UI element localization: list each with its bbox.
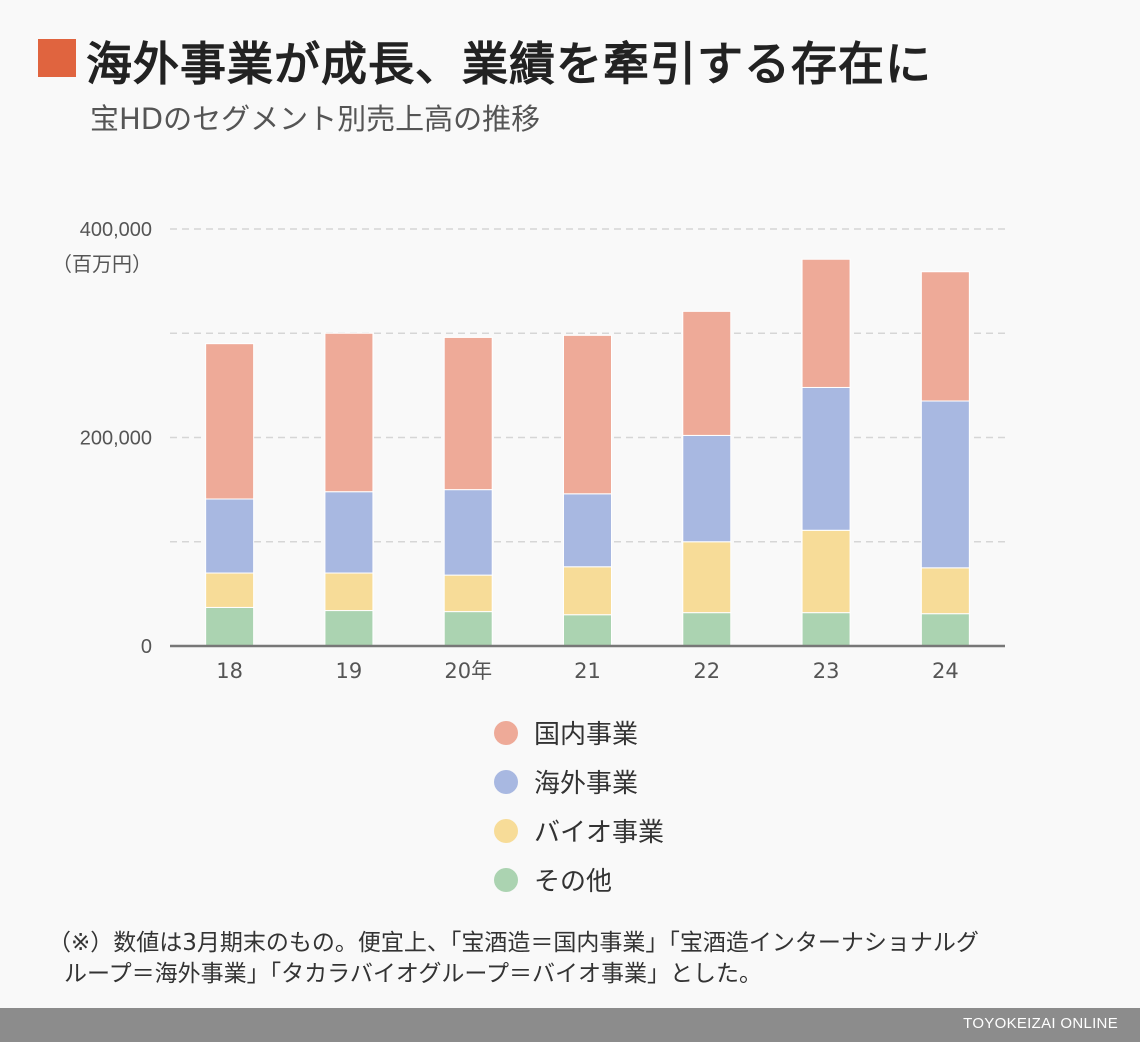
bar-segment xyxy=(443,489,493,576)
legend-label: 海外事業 xyxy=(534,769,639,799)
bar-segment xyxy=(205,606,255,647)
footer-brand: TOYOKEIZAI ONLINE xyxy=(963,1015,1118,1032)
footnote-line-1: （※）数値は3月期末のもの。便宜上、「宝酒造＝国内事業」「宝酒造インターナショナ… xyxy=(48,930,979,956)
x-tick-label: 24 xyxy=(932,659,959,683)
legend-label: 国内事業 xyxy=(534,720,639,750)
bar-segment xyxy=(801,386,851,531)
bar-segment xyxy=(324,610,374,647)
bars xyxy=(205,258,970,647)
legend-label: その他 xyxy=(534,867,613,897)
bar-segment xyxy=(682,612,732,647)
x-tick-label: 18 xyxy=(216,659,243,683)
chart-subtitle: 宝HDのセグメント別売上高の推移 xyxy=(90,102,541,136)
bar-segment xyxy=(563,614,612,647)
y-tick-labels: 0 200,000 400,000 xyxy=(80,219,152,658)
bar-segment xyxy=(920,271,970,402)
bar-segment xyxy=(324,491,374,574)
x-tick-label: 22 xyxy=(693,659,720,683)
bar-segment xyxy=(801,529,851,614)
bar-segment xyxy=(920,613,970,647)
bar-segment xyxy=(205,498,255,574)
title-marker xyxy=(38,39,76,77)
bar-segment xyxy=(443,574,493,613)
y-tick-label: 200,000 xyxy=(80,428,152,450)
stacked-bar-chart: 0 200,000 400,000 （百万円） 18 19 20年 21 22 23 24 xyxy=(52,219,1005,683)
bar-segment xyxy=(205,572,255,608)
footnote: （※）数値は3月期末のもの。便宜上、「宝酒造＝国内事業」「宝酒造インターナショナ… xyxy=(48,928,1108,990)
x-tick-labels: 18 19 20年 21 22 23 24 xyxy=(216,659,958,683)
x-tick-label: 20年 xyxy=(444,659,492,683)
bar-segment xyxy=(443,336,493,491)
legend-swatch-overseas xyxy=(494,770,518,794)
legend-label: バイオ事業 xyxy=(534,818,665,848)
legend-swatch-domestic xyxy=(494,721,518,745)
bar-segment xyxy=(920,567,970,615)
y-tick-label: 0 xyxy=(141,636,152,658)
bar-segment xyxy=(801,612,851,647)
x-tick-label: 19 xyxy=(336,659,363,683)
bar-segment xyxy=(682,434,732,543)
bar-segment xyxy=(443,611,493,647)
bar-segment xyxy=(205,343,255,500)
bar-segment xyxy=(801,258,851,388)
x-tick-label: 23 xyxy=(813,659,840,683)
legend-swatch-bio xyxy=(494,819,518,843)
footer-bar: TOYOKEIZAI ONLINE xyxy=(0,1008,1140,1042)
bar-segment xyxy=(563,334,612,495)
y-tick-label: 400,000 xyxy=(80,219,152,241)
legend-swatch-other xyxy=(494,868,518,892)
x-tick-label: 21 xyxy=(574,659,601,683)
bar-segment xyxy=(563,493,612,568)
chart-title: 海外事業が成長、業績を牽引する存在に xyxy=(86,37,932,91)
bar-segment xyxy=(563,566,612,616)
y-unit-label: （百万円） xyxy=(52,252,152,276)
footnote-line-2: ループ＝海外事業」「タカラバイオグループ＝バイオ事業」とした。 xyxy=(64,961,763,987)
bar-segment xyxy=(324,572,374,612)
bar-segment xyxy=(920,400,970,569)
bar-segment xyxy=(324,332,374,493)
bar-segment xyxy=(682,541,732,614)
bar-segment xyxy=(682,310,732,436)
